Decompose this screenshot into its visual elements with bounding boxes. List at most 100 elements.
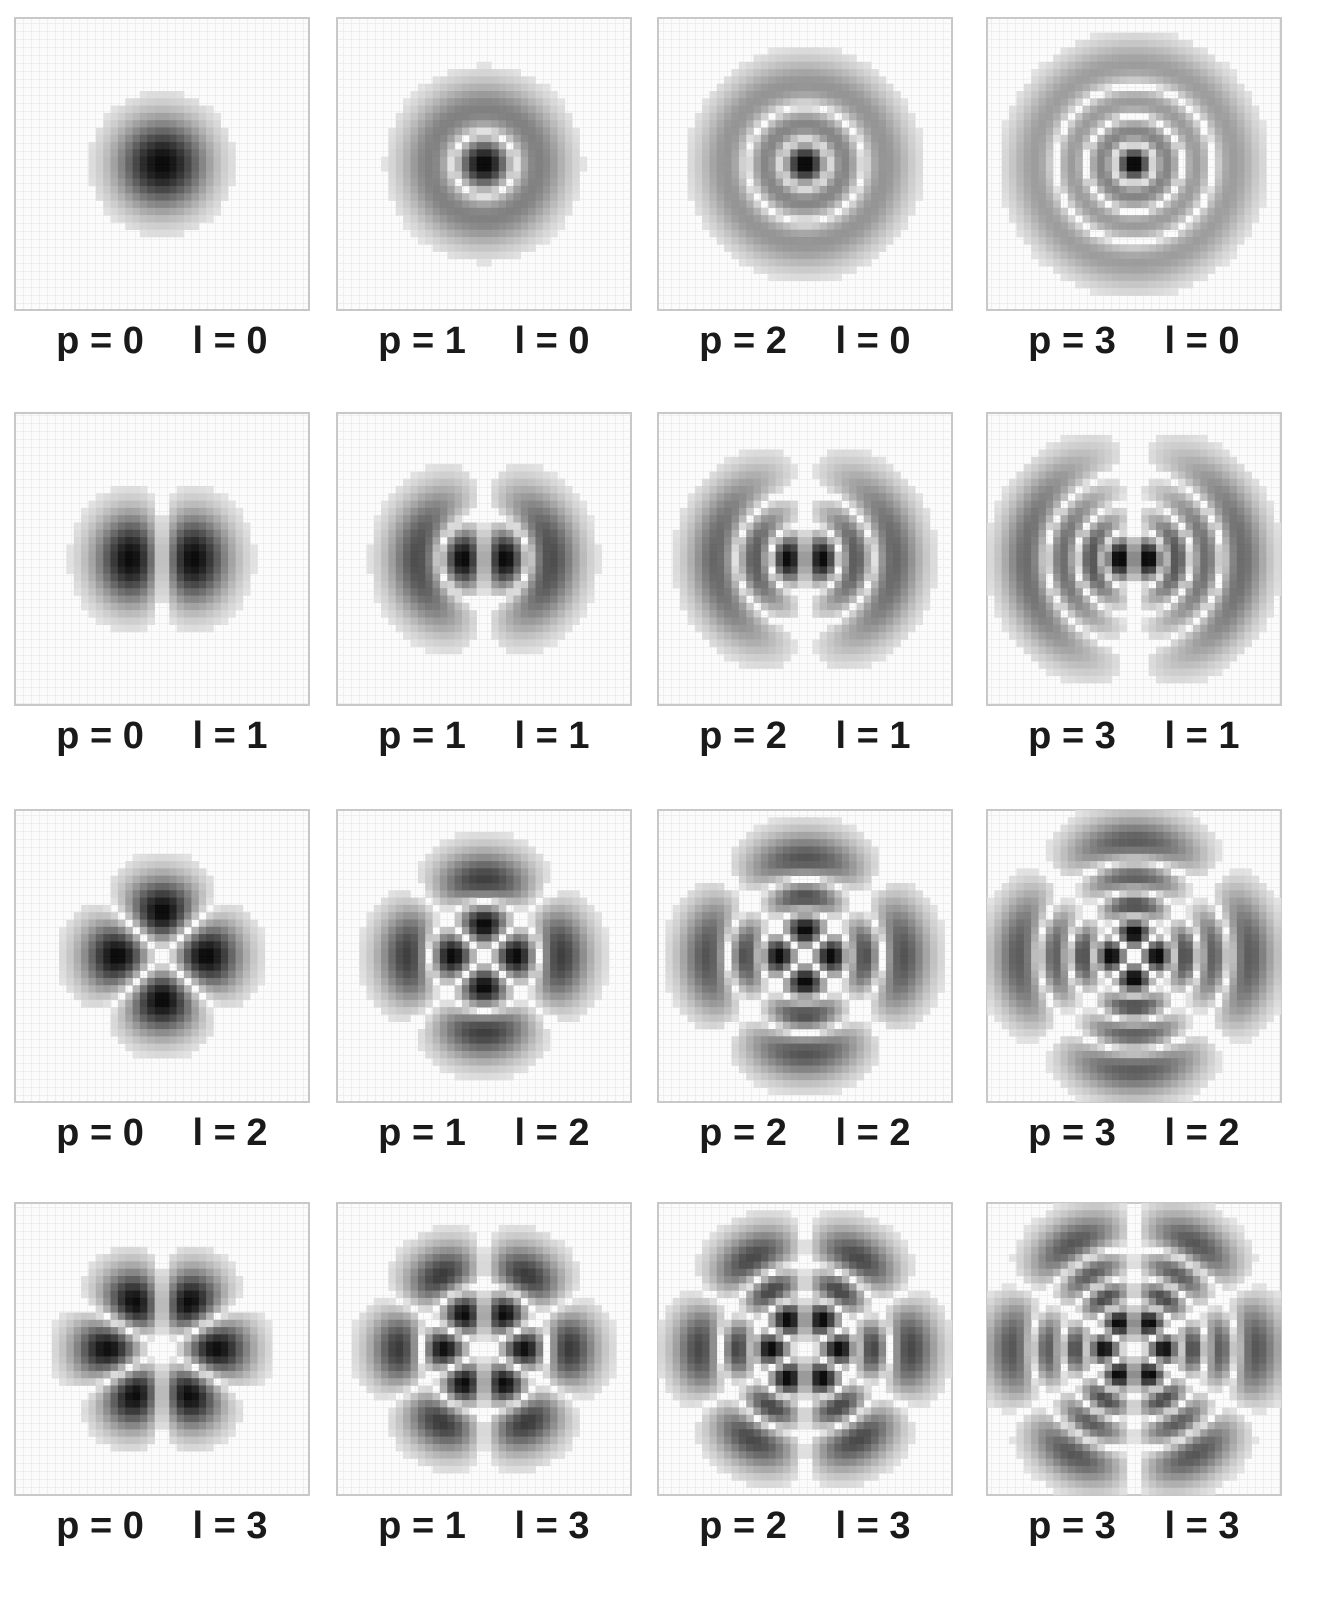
intensity-cell [856, 551, 865, 560]
intensity-cell [528, 156, 536, 165]
intensity-cell [498, 164, 507, 172]
intensity-cell [768, 580, 776, 589]
intensity-cell [731, 69, 740, 77]
intensity-cell [73, 580, 82, 589]
intensity-cell [1126, 178, 1135, 187]
intensity-cell [783, 551, 791, 560]
intensity-cell [110, 493, 119, 501]
intensity-cell [871, 573, 879, 582]
intensity-cell [184, 164, 192, 172]
intensity-cell [1222, 142, 1230, 150]
intensity-cell [513, 602, 521, 611]
intensity-cell [790, 156, 798, 165]
intensity-cell [1214, 456, 1223, 465]
intensity-cell [586, 559, 595, 567]
intensity-cell [841, 69, 850, 77]
intensity-cell [709, 588, 718, 596]
intensity-cell [716, 559, 725, 567]
intensity-cell [498, 207, 507, 216]
intensity-cell [871, 69, 879, 77]
intensity-cell [439, 580, 448, 589]
intensity-cell [410, 105, 419, 114]
intensity-cell [95, 493, 104, 501]
intensity-cell [1009, 215, 1017, 223]
intensity-cell [849, 661, 857, 669]
intensity-cell [410, 580, 419, 589]
intensity-cell [425, 127, 433, 136]
intensity-cell [1112, 251, 1120, 260]
intensity-cell [871, 566, 879, 574]
intensity-cell [439, 142, 448, 150]
intensity-cell [1075, 69, 1083, 77]
intensity-cell [907, 544, 916, 552]
intensity-cell [81, 544, 89, 552]
intensity-cell [1067, 434, 1076, 443]
intensity-cell [724, 515, 732, 523]
intensity-cell [1185, 134, 1194, 143]
intensity-cell [81, 515, 89, 523]
intensity-cell [805, 273, 813, 282]
intensity-cell [885, 83, 894, 92]
intensity-cell [724, 610, 732, 618]
intensity-cell [454, 646, 463, 655]
intensity-cell [1038, 222, 1047, 230]
intensity-cell [476, 566, 485, 574]
intensity-cell [1031, 178, 1039, 187]
intensity-cell [403, 617, 411, 625]
intensity-cell [930, 537, 938, 545]
intensity-cell [760, 222, 769, 230]
intensity-cell [1266, 529, 1274, 538]
intensity-cell [790, 91, 798, 99]
intensity-cell [900, 588, 909, 596]
intensity-cell [753, 595, 762, 604]
intensity-cell [753, 522, 762, 531]
intensity-cell [805, 258, 813, 267]
intensity-cell [863, 559, 872, 567]
intensity-cell [1141, 149, 1149, 157]
intensity-cell [841, 171, 850, 179]
intensity-cell [461, 237, 470, 245]
intensity-cell [1244, 112, 1252, 121]
intensity-cell [184, 507, 192, 516]
intensity-cell [922, 602, 931, 611]
intensity-cell [1251, 185, 1260, 194]
intensity-cell [476, 127, 485, 136]
intensity-cell [498, 149, 507, 157]
intensity-cell [1016, 200, 1024, 209]
intensity-cell [716, 105, 725, 114]
intensity-cell [88, 522, 97, 531]
intensity-cell [162, 149, 170, 157]
intensity-cell [738, 624, 747, 633]
intensity-cell [915, 522, 923, 531]
intensity-cell [417, 566, 426, 574]
intensity-cell [768, 61, 776, 70]
intensity-cell [564, 486, 573, 494]
intensity-cell [461, 529, 470, 538]
intensity-cell [1104, 193, 1113, 201]
intensity-cell [805, 105, 813, 114]
intensity-cell [1082, 544, 1091, 552]
intensity-cell [724, 646, 732, 655]
intensity-cell [1273, 537, 1282, 545]
intensity-cell [1185, 98, 1194, 106]
intensity-cell [147, 200, 155, 209]
intensity-cell [841, 251, 850, 260]
intensity-cell [1148, 493, 1157, 501]
intensity-cell [557, 164, 566, 172]
intensity-cell [191, 537, 199, 545]
intensity-cell [1053, 134, 1061, 143]
intensity-cell [849, 580, 857, 589]
intensity-cell [871, 624, 879, 633]
intensity-cell [1045, 112, 1054, 121]
intensity-cell [863, 661, 872, 669]
intensity-cell [206, 522, 214, 531]
intensity-cell [535, 580, 544, 589]
intensity-cell [738, 632, 747, 640]
intensity-cell [1170, 83, 1179, 92]
intensity-cell [1060, 515, 1069, 523]
intensity-cell [760, 624, 769, 633]
intensity-cell [410, 222, 419, 230]
intensity-cell [1251, 537, 1260, 545]
intensity-cell [1104, 171, 1113, 179]
intensity-cell [1185, 237, 1194, 245]
